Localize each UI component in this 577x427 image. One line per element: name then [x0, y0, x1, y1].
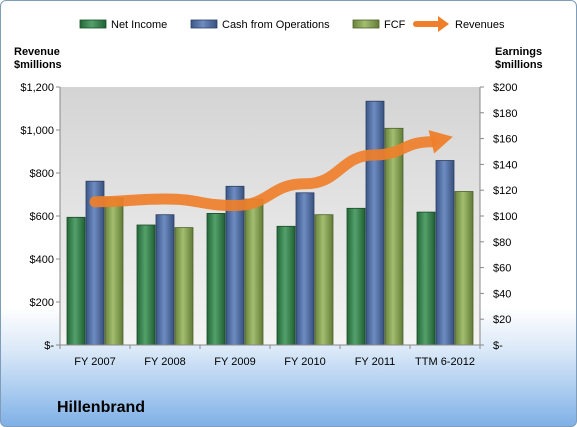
bar-fcf-1	[174, 227, 194, 346]
right-axis-label-line-1: Earnings	[495, 46, 543, 58]
legend-swatch-net-income	[79, 19, 107, 29]
bar-net-income-5	[416, 211, 436, 346]
plot-area	[60, 87, 480, 345]
left-tick-label-5: $1,000	[20, 125, 54, 137]
x-tick-label-4: FY 2011	[355, 356, 396, 368]
left-tick-label-3: $600	[30, 211, 54, 223]
bar-net-income-2	[206, 212, 226, 346]
legend-arrow-revenues	[438, 16, 449, 32]
left-tick-label-0: $-	[44, 340, 54, 352]
left-tick-label-6: $1,200	[20, 82, 54, 94]
bar-cash-from-operations-5	[435, 160, 455, 346]
bar-fcf-4	[384, 127, 404, 346]
bar-net-income-1	[136, 224, 156, 346]
right-tick-label-6: $120	[493, 185, 517, 197]
legend-label-net-income: Net Income	[111, 19, 167, 31]
x-tick-label-3: FY 2010	[284, 356, 325, 368]
right-tick-label-8: $160	[493, 134, 517, 146]
x-tick-label-1: FY 2008	[144, 356, 185, 368]
right-axis-label: Earnings $millions	[495, 46, 543, 72]
right-tick-label-9: $180	[493, 108, 517, 120]
series-line-revenues	[89, 136, 437, 211]
left-tick-label-2: $400	[30, 254, 54, 266]
bar-net-income-0	[66, 216, 86, 346]
legend-swatch-cash-from-operations	[190, 19, 218, 29]
right-tick-label-7: $140	[493, 159, 517, 171]
legend-swatch-fcf	[352, 19, 380, 29]
right-tick-label-0: $-	[493, 340, 503, 352]
bar-net-income-3	[276, 225, 296, 346]
arrow-head-revenues	[428, 130, 453, 154]
left-axis-label-line-1: Revenue	[14, 46, 60, 58]
left-axis-label-line-2: $millions	[14, 59, 62, 71]
legend-label-fcf: FCF	[384, 19, 406, 31]
bar-cash-from-operations-3	[295, 192, 315, 346]
bar-cash-from-operations-4	[365, 100, 385, 346]
right-axis-label-line-2: $millions	[495, 59, 543, 71]
bar-net-income-4	[346, 207, 366, 346]
right-tick-label-1: $20	[493, 314, 511, 326]
bar-fcf-3	[314, 214, 334, 346]
bar-fcf-0	[104, 197, 124, 346]
x-tick-label-2: FY 2009	[214, 356, 255, 368]
chart-title: Hillenbrand	[57, 399, 146, 416]
x-tick-label-5: TTM 6-2012	[415, 356, 475, 368]
right-tick-label-2: $40	[493, 288, 511, 300]
left-axis-label: Revenue $millions	[14, 46, 62, 72]
legend-label-revenues: Revenues	[455, 19, 505, 31]
left-tick-label-4: $800	[30, 168, 54, 180]
right-tick-label-5: $100	[493, 211, 517, 223]
left-tick-label-1: $200	[30, 297, 54, 309]
right-tick-label-10: $200	[493, 82, 517, 94]
bar-cash-from-operations-1	[155, 214, 175, 346]
right-tick-label-3: $60	[493, 263, 511, 275]
bar-fcf-5	[454, 191, 474, 346]
right-tick-label-4: $80	[493, 237, 511, 249]
x-tick-label-0: FY 2007	[74, 356, 115, 368]
bar-fcf-2	[244, 198, 264, 346]
legend-label-cash-from-operations: Cash from Operations	[222, 19, 330, 31]
